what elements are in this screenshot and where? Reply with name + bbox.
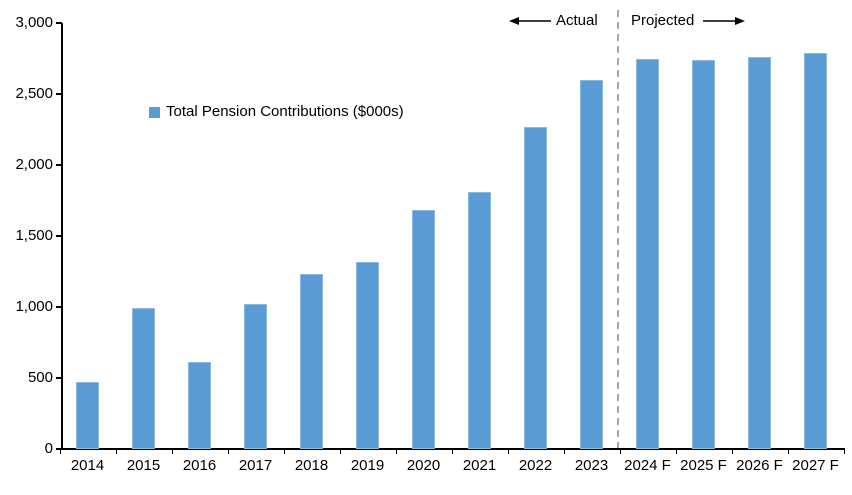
- x-tick-mark: [227, 449, 229, 454]
- x-tick-mark: [731, 449, 733, 454]
- bar-2021: [468, 191, 491, 449]
- y-tick-mark: [56, 377, 62, 379]
- bar-2023: [580, 79, 603, 449]
- actual-projected-divider: [617, 10, 619, 449]
- y-tick-mark: [56, 235, 62, 237]
- y-tick-label: 500: [27, 369, 53, 386]
- x-tick-mark: [171, 449, 173, 454]
- x-tick-mark: [451, 449, 453, 454]
- y-tick-mark: [56, 448, 62, 450]
- x-tick-mark: [339, 449, 341, 454]
- x-tick-mark: [619, 449, 621, 454]
- x-tick-mark: [563, 449, 565, 454]
- x-tick-label: 2027 F: [792, 457, 839, 474]
- x-tick-label: 2015: [126, 457, 161, 474]
- y-tick-mark: [56, 22, 62, 24]
- x-tick-label: 2016: [182, 457, 217, 474]
- right-arrow-icon: [703, 17, 745, 25]
- bar-2022: [524, 126, 547, 449]
- y-tick-label: 2,500: [15, 85, 53, 102]
- y-axis: [61, 23, 63, 450]
- y-tick-label: 1,000: [15, 298, 53, 315]
- y-tick-mark: [56, 93, 62, 95]
- x-tick-label: 2021: [462, 457, 497, 474]
- bar-2025-f: [692, 59, 715, 449]
- x-tick-mark: [115, 449, 117, 454]
- y-tick-mark: [56, 306, 62, 308]
- bar-2014: [76, 382, 99, 449]
- y-tick-mark: [56, 164, 62, 166]
- x-tick-label: 2017: [238, 457, 273, 474]
- x-tick-label: 2014: [70, 457, 105, 474]
- x-tick-label: 2024 F: [624, 457, 671, 474]
- x-tick-mark: [283, 449, 285, 454]
- x-tick-mark: [395, 449, 397, 454]
- x-tick-label: 2020: [406, 457, 441, 474]
- bar-2026-f: [748, 57, 771, 449]
- x-tick-mark: [787, 449, 789, 454]
- y-tick-label: 2,000: [15, 156, 53, 173]
- x-tick-label: 2022: [518, 457, 553, 474]
- y-tick-label: 0: [44, 440, 53, 457]
- actual-label: Actual: [556, 12, 598, 29]
- x-tick-mark: [507, 449, 509, 454]
- projected-label: Projected: [631, 12, 695, 29]
- legend: Total Pension Contributions ($000s): [149, 104, 404, 120]
- x-tick-mark: [59, 449, 61, 454]
- legend-swatch-icon: [149, 106, 160, 118]
- y-tick-label: 1,500: [15, 227, 53, 244]
- legend-label: Total Pension Contributions ($000s): [166, 103, 404, 120]
- left-arrow-icon: [509, 17, 551, 25]
- bar-2020: [412, 210, 435, 449]
- x-tick-label: 2018: [294, 457, 329, 474]
- bar-2024-f: [636, 58, 659, 449]
- bar-2027-f: [804, 52, 827, 449]
- bar-2017: [244, 304, 267, 449]
- bar-2018: [300, 274, 323, 449]
- bar-2015: [132, 308, 155, 449]
- x-tick-label: 2019: [350, 457, 385, 474]
- x-tick-mark: [675, 449, 677, 454]
- y-tick-label: 3,000: [15, 14, 53, 31]
- x-tick-label: 2023: [574, 457, 609, 474]
- x-tick-mark: [843, 449, 845, 454]
- bar-2016: [188, 362, 211, 449]
- bar-2019: [356, 261, 379, 449]
- x-tick-label: 2026 F: [736, 457, 783, 474]
- x-tick-label: 2025 F: [680, 457, 727, 474]
